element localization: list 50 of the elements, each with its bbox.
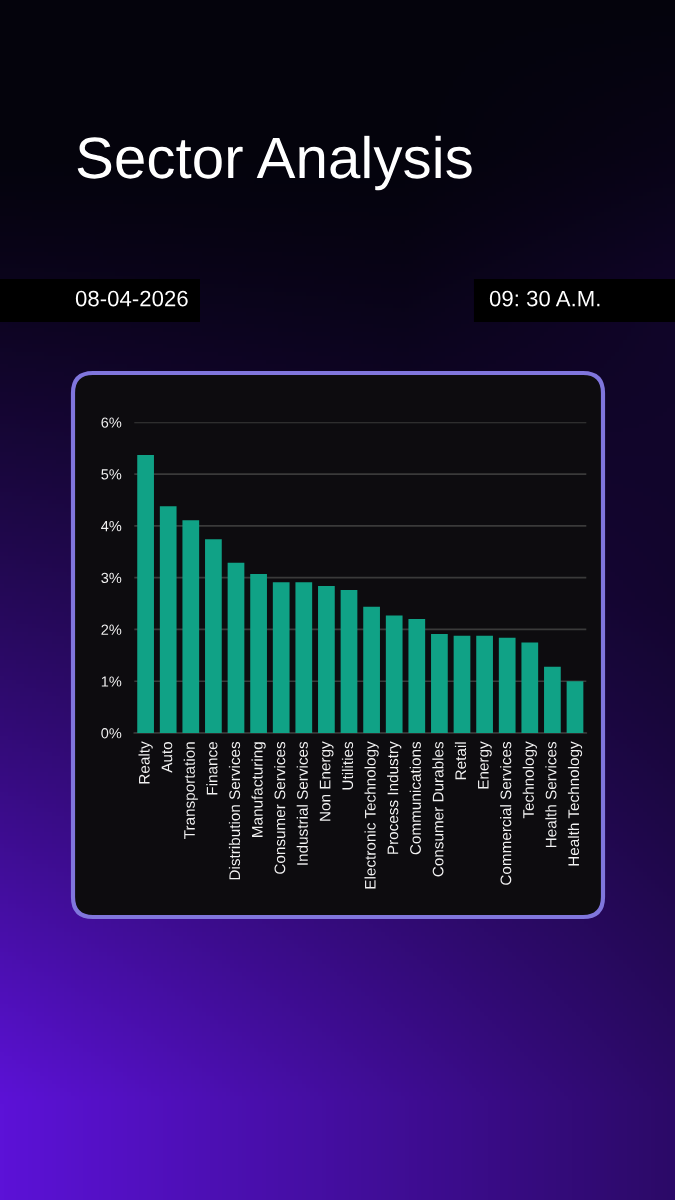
chart-title: Sector Analysis bbox=[77, 135, 472, 191]
bar bbox=[431, 634, 448, 733]
bar bbox=[295, 582, 313, 733]
bar bbox=[159, 506, 177, 733]
bar bbox=[272, 582, 290, 733]
bar bbox=[137, 454, 154, 733]
bar bbox=[363, 606, 380, 733]
x-tick-label: Realty bbox=[138, 741, 153, 784]
bar bbox=[566, 681, 584, 733]
x-tick-label: Manufacturing bbox=[251, 742, 266, 837]
y-tick-label: 4% bbox=[101, 521, 122, 532]
x-tick-label: Auto bbox=[161, 741, 173, 773]
bar bbox=[227, 562, 245, 733]
bar bbox=[182, 520, 200, 733]
x-tick-label: Retail bbox=[454, 742, 467, 780]
bar bbox=[340, 590, 358, 733]
x-tick-label: Distribution Services bbox=[228, 741, 241, 880]
x-tick-label: Health Services bbox=[545, 741, 557, 848]
x-tick-label: Non Energy bbox=[319, 741, 334, 821]
bar bbox=[476, 635, 493, 733]
text: 08-04-2026 bbox=[75, 290, 188, 307]
bar bbox=[453, 635, 471, 733]
bar bbox=[498, 637, 516, 733]
x-tick-label: Industrial Services bbox=[296, 741, 308, 865]
bar bbox=[250, 574, 267, 733]
x-tick-label: Communications bbox=[409, 741, 421, 855]
y-tick-label: 5% bbox=[101, 469, 122, 480]
x-tick-label: Consumer Services bbox=[274, 741, 286, 874]
x-tick-label: Consumer Durables bbox=[432, 741, 444, 877]
y-tick-label: 3% bbox=[101, 572, 122, 584]
bar bbox=[318, 585, 335, 733]
y-tick-label: 1% bbox=[101, 676, 122, 687]
bar bbox=[544, 666, 561, 733]
x-tick-label: Energy bbox=[478, 741, 492, 789]
bar bbox=[408, 619, 426, 733]
x-tick-label: Commercial Services bbox=[500, 741, 512, 885]
text: 09: 30 A.M. bbox=[489, 290, 600, 307]
y-tick-label: 2% bbox=[101, 624, 122, 635]
y-tick-label: 6% bbox=[101, 417, 122, 428]
x-tick-label: Utilities bbox=[341, 741, 354, 790]
x-tick-label: Process Industry bbox=[387, 741, 402, 854]
y-tick-label: 0% bbox=[101, 728, 122, 739]
bar bbox=[205, 539, 222, 733]
x-tick-label: Technology bbox=[522, 741, 537, 819]
x-tick-label: Finance bbox=[206, 742, 218, 795]
bar bbox=[385, 615, 403, 733]
x-tick-label: Health Technology bbox=[567, 741, 583, 866]
x-tick-label: Electronic Technology bbox=[364, 741, 379, 889]
bar bbox=[521, 642, 539, 733]
x-tick-label: Transportation bbox=[183, 742, 198, 839]
